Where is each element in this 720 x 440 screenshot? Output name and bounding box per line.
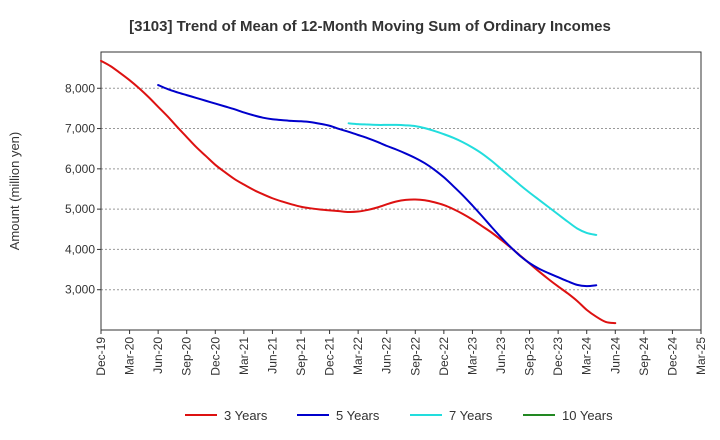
- y-tick-label: 5,000: [65, 202, 95, 216]
- legend-label: 7 Years: [449, 408, 493, 423]
- x-tick-label: Dec-22: [437, 337, 451, 376]
- x-tick-label: Mar-21: [237, 337, 251, 375]
- x-tick-label: Sep-21: [294, 337, 308, 376]
- x-tick-label: Mar-20: [123, 337, 137, 375]
- y-axis-label: Amount (million yen): [7, 132, 22, 251]
- y-tick-label: 3,000: [65, 283, 95, 297]
- x-tick-label: Mar-24: [580, 337, 594, 375]
- x-tick-label: Sep-22: [408, 337, 422, 376]
- y-tick-label: 7,000: [65, 122, 95, 136]
- legend-item-10-years: 10 Years: [523, 408, 613, 423]
- x-axis-ticks: Dec-19 Mar-20 Jun-20 Sep-20 Dec-20 Mar-21 Jun-…: [94, 330, 708, 376]
- legend-item-7-years: 7 Years: [410, 408, 493, 423]
- y-tick-label: 4,000: [65, 242, 95, 256]
- x-tick-label: Mar-22: [351, 337, 365, 375]
- x-tick-label: Jun-22: [380, 337, 394, 374]
- x-tick-label: Sep-20: [180, 337, 194, 376]
- y-tick-label: 6,000: [65, 162, 95, 176]
- x-tick-label: Jun-23: [494, 337, 508, 374]
- x-tick-label: Dec-21: [323, 337, 337, 376]
- x-tick-label: Jun-21: [265, 337, 279, 374]
- y-axis-ticks: 3,000 4,000 5,000 6,000 7,000 8,000: [65, 81, 101, 297]
- x-tick-label: Jun-24: [608, 337, 622, 374]
- x-tick-label: Dec-24: [665, 337, 679, 376]
- legend-label: 5 Years: [336, 408, 380, 423]
- series-line-5-years: [157, 84, 598, 288]
- gridlines: [101, 87, 701, 291]
- x-tick-label: Dec-23: [551, 337, 565, 376]
- legend-item-3-years: 3 Years: [185, 408, 268, 423]
- series-line-7-years: [347, 122, 598, 236]
- legend-label: 10 Years: [562, 408, 613, 423]
- x-tick-label: Mar-23: [465, 337, 479, 375]
- x-tick-label: Dec-19: [94, 337, 108, 376]
- x-tick-label: Mar-25: [694, 337, 708, 375]
- legend-item-5-years: 5 Years: [297, 408, 380, 423]
- x-tick-label: Sep-23: [523, 337, 537, 376]
- plot-area-frame: [100, 51, 702, 331]
- x-tick-label: Jun-20: [151, 337, 165, 374]
- chart-title: [3103] Trend of Mean of 12-Month Moving …: [129, 18, 611, 35]
- x-tick-label: Dec-20: [208, 337, 222, 376]
- x-tick-label: Sep-24: [637, 337, 651, 376]
- y-tick-label: 8,000: [65, 81, 95, 95]
- legend: 3 Years 5 Years 7 Years 10 Years: [185, 408, 613, 423]
- series-lines: [100, 59, 617, 325]
- series-line-3-years: [100, 59, 617, 325]
- legend-label: 3 Years: [224, 408, 268, 423]
